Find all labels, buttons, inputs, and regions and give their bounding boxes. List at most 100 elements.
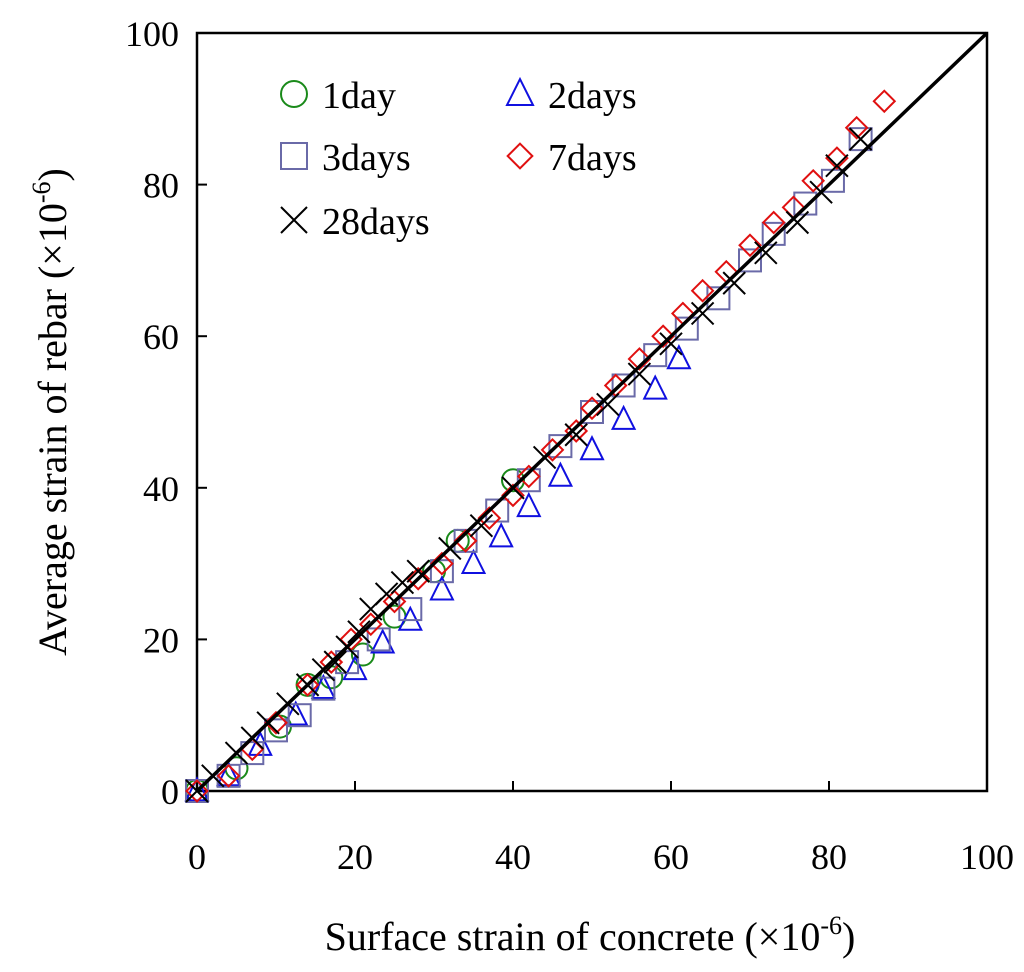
point-7days [825,146,849,170]
point-2days [547,461,574,487]
point-7days [690,278,715,303]
legend-label: 3days [322,137,411,179]
point-3days [398,597,423,622]
point-3days [264,718,288,743]
point-28days [722,271,746,295]
legend-marker-7days [506,142,534,170]
point-7days [382,589,407,614]
x-tick-labels: 0 20 40 60 80 100 [188,837,1014,877]
y-tick-labels: 0 20 40 60 80 100 [125,14,179,812]
point-3days [643,343,668,368]
y-axis-title: Average strain of rebar (×10-6) [27,168,75,656]
point-2days [579,435,605,461]
point-28days [785,210,810,235]
plot-area-frame [195,31,989,793]
point-7days [453,528,478,553]
legend-marker-3days [280,142,308,170]
point-7days [264,710,288,735]
point-7days [603,373,628,398]
y-tick-label: 40 [143,469,179,509]
x-tick-label: 40 [495,837,531,877]
legend-label: 1day [322,75,396,117]
x-tick-label: 0 [188,837,206,877]
point-7days [430,551,454,576]
y-tick-label: 80 [143,166,179,206]
point-2days [310,673,337,700]
legend-marker-1day [280,80,308,108]
point-3days [240,741,265,766]
point-2days [342,654,368,681]
axis-ticks [196,32,988,792]
reference-line-group [195,31,989,793]
point-28days [596,392,620,417]
series-2days [184,344,692,802]
point-2days [397,605,423,631]
x-tick-label: 80 [811,837,847,877]
y-tick-label: 20 [143,620,179,660]
legend-item-28days: 28days [280,201,430,243]
point-2days [666,344,692,370]
point-28days [627,362,652,386]
point-28days [390,570,415,595]
point-3days [706,286,731,311]
series-3days [185,127,873,803]
point-7days [714,259,739,284]
point-2days [642,374,668,400]
point-28days [659,332,683,356]
point-7days [761,210,786,235]
y-tick-label: 0 [161,772,179,812]
point-28days [347,620,371,644]
point-3days [580,400,604,424]
point-28days [406,559,430,583]
y-tick-label: 60 [143,317,179,357]
point-3days [611,373,636,398]
point-2days [460,548,487,574]
series-7days [185,89,897,803]
point-3days [548,434,573,459]
point-7days [477,506,502,530]
point-7days [844,115,869,140]
legend: 1day 2days 3days 7days 28days [280,75,637,243]
legend-marker-28days [280,206,308,234]
point-3days [429,559,454,584]
point-7days [295,673,320,697]
x-tick-label: 60 [653,837,689,877]
legend-label: 7days [548,137,637,179]
point-7days [738,233,762,258]
point-3days [287,703,312,728]
point-3days [848,127,873,152]
point-1day [350,642,375,667]
point-3days [738,248,762,273]
point-7days [651,324,675,349]
legend-item-3days: 3days [280,137,411,179]
point-2days [488,522,514,548]
point-28days [469,513,494,538]
point-28days [825,153,849,178]
legend-label: 2days [548,75,637,117]
point-7days [516,464,541,489]
point-28days [564,423,588,447]
point-7days [872,89,897,114]
point-28days [323,650,347,674]
legend-label: 28days [322,201,430,243]
legend-marker-2days [505,76,535,107]
point-7days [185,779,209,803]
x-tick-label: 20 [337,837,373,877]
legend-item-7days: 7days [506,137,637,179]
point-2days [429,575,455,601]
point-3days [793,191,818,216]
point-28days [754,241,778,265]
point-7days [540,438,565,462]
point-7days [627,347,652,371]
point-7days [358,612,383,637]
point-1day [501,468,525,493]
point-2days [370,628,396,654]
data-points [184,89,897,803]
point-7days [801,168,826,193]
point-7days [216,763,241,788]
reference-line [195,31,989,793]
point-2days [247,730,273,756]
point-2days [516,491,542,518]
legend-item-1day: 1day [280,75,396,117]
legend-item-2days: 2days [505,75,637,117]
